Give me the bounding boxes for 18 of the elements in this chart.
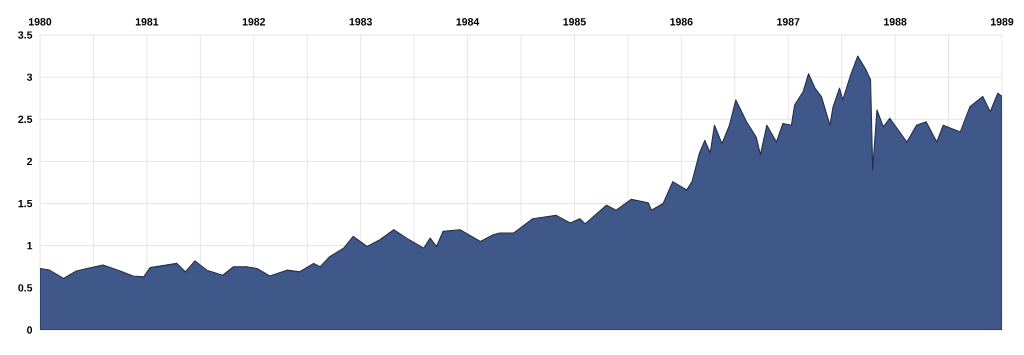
x-tick-label: 1984 [456,18,480,26]
x-tick-label: 1986 [670,18,693,26]
x-tick-label: 1987 [777,18,800,26]
y-tick-label: 1 [27,242,33,250]
y-tick-label: 0 [27,326,33,334]
x-tick-label: 1989 [990,18,1014,26]
y-tick-label: 2 [27,157,33,166]
x-tick-label: 1980 [28,18,52,26]
y-tick-label: 0.5 [18,284,33,292]
x-tick-label: 1983 [349,18,372,26]
y-tick-label: 1.5 [18,199,33,208]
y-tick-label: 3.5 [18,31,33,39]
x-tick-label: 1988 [884,18,907,26]
x-tick-label: 1985 [563,18,586,26]
y-tick-label: 2.5 [18,115,33,124]
y-tick-label: 3 [26,73,33,81]
x-tick-label: 1982 [242,18,266,26]
x-tick-label: 1981 [135,18,159,26]
